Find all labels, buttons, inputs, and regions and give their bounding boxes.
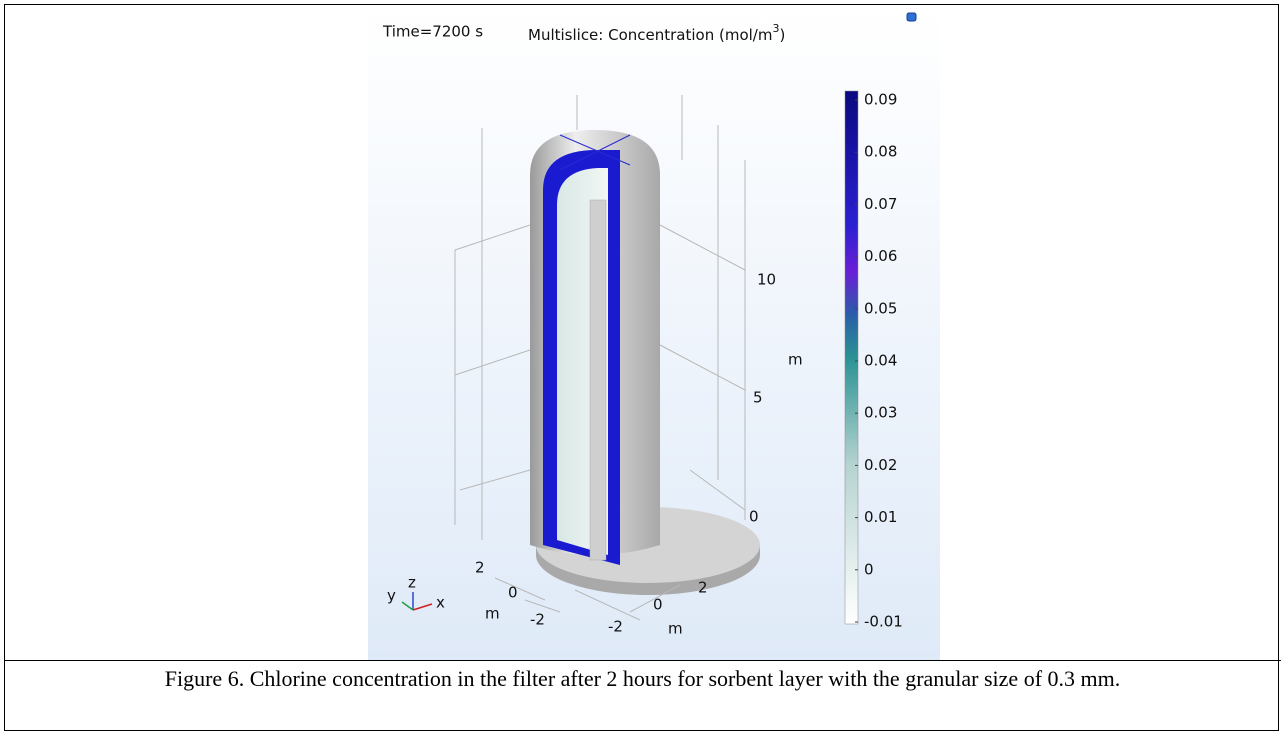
plot-title-text: Multislice: Concentration (mol/m [528, 26, 772, 44]
triad-label: y [387, 587, 396, 605]
z-tick-label: 10 [757, 271, 776, 289]
axis-triad: z x y [387, 574, 445, 612]
colorbar-tick-label: 0.01 [864, 508, 897, 526]
x-tick-label: -2 [608, 618, 623, 636]
colorbar-tick-label: 0.08 [864, 143, 897, 161]
plot-title: Multislice: Concentration (mol/m3) [528, 22, 785, 44]
row-separator [4, 660, 1281, 661]
x-axis-unit: m [668, 620, 683, 638]
view-icon[interactable] [906, 12, 917, 22]
x-tick-label: 0 [653, 596, 663, 614]
z-tick-label: 5 [753, 389, 763, 407]
colorbar-tick-label: 0.07 [864, 195, 897, 213]
grid-box [454, 95, 746, 540]
triad-label: x [436, 594, 445, 612]
y-tick-label: 2 [475, 559, 485, 577]
table-border [4, 4, 1279, 731]
y-axis-unit: m [485, 605, 500, 623]
colorbar-tick-label: 0.06 [864, 247, 897, 265]
colorbar-tick-label: 0.04 [864, 352, 897, 370]
caption: Figure 6. Chlorine concentration in the … [164, 666, 1121, 691]
triad-label: z [408, 574, 416, 592]
figure: Time=7200 s Multislice: Concentration (m… [368, 8, 940, 660]
colorbar-tick-label: 0.03 [864, 404, 897, 422]
colorbar-tick-label: 0.09 [864, 91, 897, 109]
z-tick-label: 0 [749, 508, 759, 526]
floor-grid [494, 577, 681, 621]
colorbar-tick-label: 0.05 [864, 299, 897, 317]
colorbar-tick-label: 0.02 [864, 456, 897, 474]
z-axis-unit: m [788, 351, 803, 369]
time-label: Time=7200 s [382, 23, 483, 41]
x-tick-label: 2 [698, 579, 708, 597]
colorbar [844, 90, 859, 625]
colorbar-tick-label: 0 [864, 560, 874, 578]
plot-title-superscript: 3 [772, 22, 779, 35]
colorbar-tick-label: -0.01 [864, 613, 903, 631]
y-tick-label: 0 [508, 584, 518, 602]
plot-title-closing: ) [779, 26, 785, 44]
y-tick-label: -2 [530, 611, 545, 629]
filter-model [530, 130, 760, 595]
